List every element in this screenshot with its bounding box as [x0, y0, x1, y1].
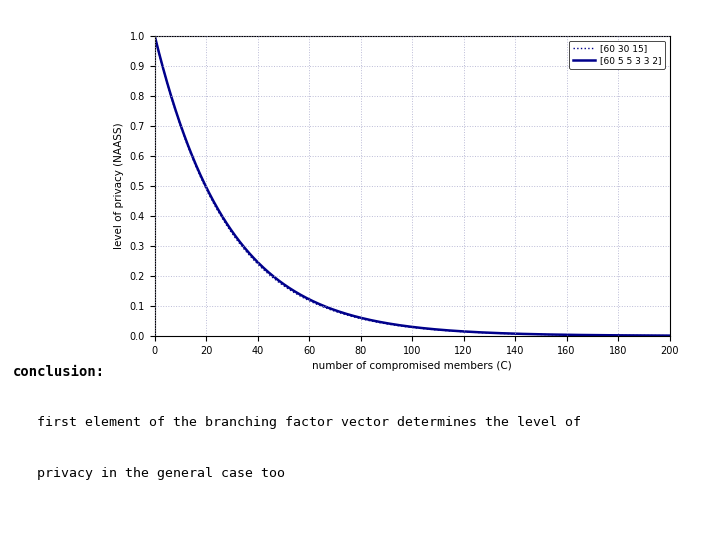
Legend: [60 30 15], [60 5 5 3 3 2]: [60 30 15], [60 5 5 3 3 2] — [570, 40, 665, 69]
[60 5 5 3 3 2] — [665, 333, 674, 339]
[60 5 5 3 3 2] — [556, 332, 564, 338]
[60 5 5 3 3 2] — [650, 332, 659, 339]
[60 30 15] — [665, 333, 674, 339]
Line: [60 5 5 3 3 2]: [60 5 5 3 3 2] — [155, 36, 670, 336]
[60 5 5 3 3 2] — [387, 321, 396, 327]
[60 30 15] — [650, 332, 659, 339]
[60 5 5 3 3 2] — [150, 33, 159, 39]
Y-axis label: level of privacy (NAASS): level of privacy (NAASS) — [114, 123, 124, 249]
[60 5 5 3 3 2] — [176, 123, 185, 130]
Text: Security and Privacy in Upcoming Wireless Networks
SWING'07, Bertinoro, Italy, 2: Security and Privacy in Upcoming Wireles… — [7, 507, 246, 528]
[60 30 15] — [150, 33, 159, 39]
[60 5 5 3 3 2] — [401, 323, 410, 329]
[60 30 15] — [176, 125, 185, 131]
[60 30 15] — [556, 332, 564, 338]
[60 30 15] — [401, 323, 410, 330]
Text: privacy in the general case too: privacy in the general case too — [13, 467, 285, 480]
Text: conclusion:: conclusion: — [13, 364, 105, 379]
[60 30 15] — [387, 321, 396, 328]
Text: Efficient symmetric-key private authentication: Efficient symmetric-key private authenti… — [222, 511, 498, 524]
[60 5 5 3 3 2] — [650, 332, 659, 339]
Text: Comparison of key-trees in the general case: Comparison of key-trees in the general c… — [9, 18, 598, 42]
Text: 31: 31 — [688, 510, 709, 525]
[60 30 15] — [650, 332, 659, 339]
X-axis label: number of compromised members (C): number of compromised members (C) — [312, 361, 512, 371]
Text: first element of the branching factor vector determines the level of: first element of the branching factor ve… — [13, 416, 581, 429]
Line: [60 30 15]: [60 30 15] — [155, 36, 670, 336]
